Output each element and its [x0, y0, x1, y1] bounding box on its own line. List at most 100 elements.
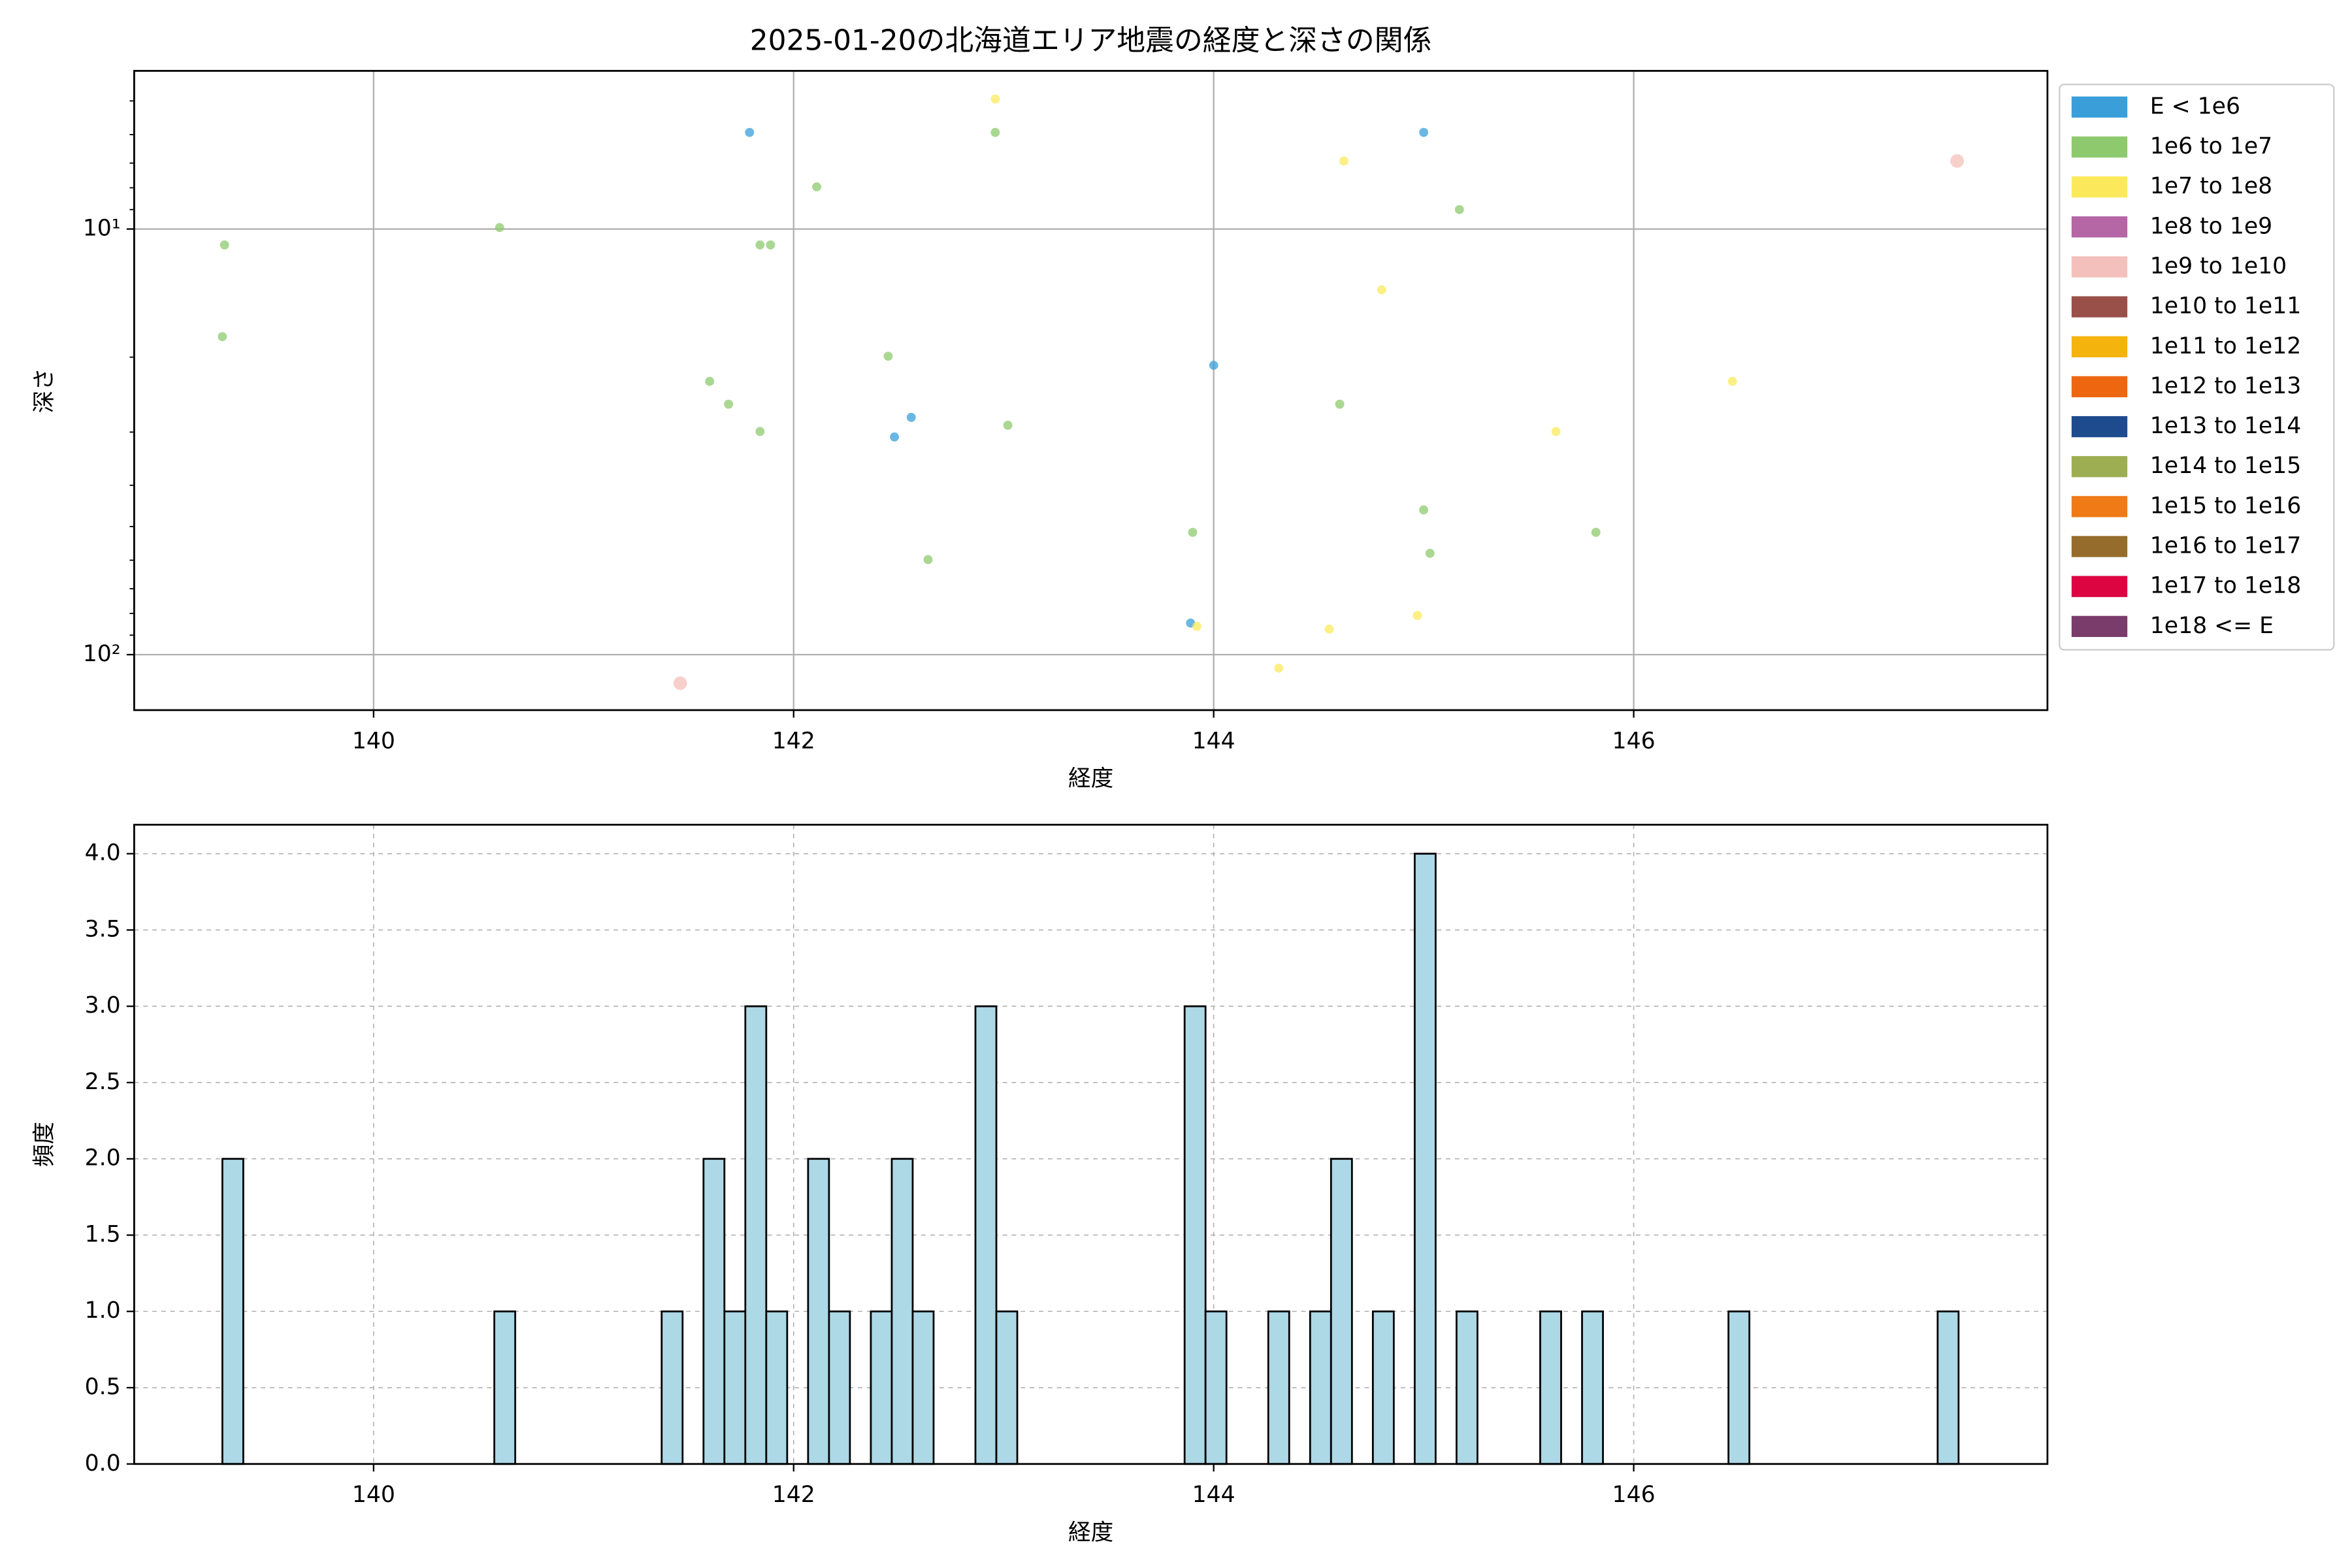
legend-swatch	[2071, 216, 2128, 238]
histogram-bar	[828, 1310, 851, 1465]
scatter-point	[1454, 204, 1464, 214]
plot-frame	[133, 823, 2049, 1465]
histogram-bar	[1204, 1310, 1228, 1465]
x-tick-label: 140	[352, 728, 395, 754]
y-tick-label: 0.5	[85, 1374, 121, 1400]
legend-swatch	[2071, 576, 2128, 597]
histogram-bar	[1183, 1005, 1207, 1465]
chart-title: 2025-01-20の北海道エリア地震の経度と深さの関係	[750, 24, 1432, 57]
y-tick-label: 2.0	[85, 1145, 121, 1171]
legend-swatch	[2071, 336, 2128, 357]
scatter-point	[1591, 527, 1601, 537]
scatter-point	[755, 427, 765, 436]
scatter-point	[890, 432, 899, 442]
x-tick-label: 144	[1192, 728, 1235, 754]
x-axis-label: 経度	[1068, 1520, 1113, 1546]
legend-swatch	[2071, 536, 2128, 557]
x-tick-label: 146	[1612, 728, 1656, 754]
scatter-point	[766, 240, 776, 250]
legend-label: 1e14 to 1e15	[2150, 453, 2301, 479]
scatter-point	[883, 351, 893, 361]
scatter-point	[1209, 361, 1218, 370]
histogram-bar	[661, 1310, 684, 1465]
histogram-bar	[744, 1005, 768, 1465]
legend-label: 1e15 to 1e16	[2150, 493, 2301, 519]
legend-box	[2059, 84, 2335, 651]
histogram-bar	[1371, 1310, 1395, 1465]
x-tick-label: 144	[1192, 1482, 1235, 1508]
scatter-point	[1419, 127, 1429, 137]
scatter-point	[812, 182, 822, 191]
y-axis-label: 頻度	[31, 1122, 57, 1167]
histogram-bar	[1727, 1310, 1751, 1465]
scatter-point	[705, 376, 715, 386]
histogram-bar	[807, 1158, 830, 1465]
histogram-bar	[765, 1310, 789, 1465]
legend-swatch	[2071, 256, 2128, 278]
legend-label: E < 1e6	[2150, 93, 2240, 120]
scatter-point	[218, 332, 227, 342]
scatter-point	[1192, 621, 1201, 631]
scatter-point	[745, 127, 755, 137]
histogram-bar	[1309, 1310, 1332, 1465]
histogram-bar	[723, 1310, 747, 1465]
scatter-point	[990, 94, 1000, 104]
histogram-bar	[221, 1158, 244, 1465]
legend-label: 1e12 to 1e13	[2150, 373, 2301, 399]
scatter-point	[495, 223, 504, 233]
y-tick-label: 3.5	[85, 916, 121, 942]
scatter-point	[1419, 505, 1429, 515]
scatter-point	[1324, 625, 1334, 634]
histogram-bar	[911, 1310, 935, 1465]
scatter-point	[990, 127, 1000, 137]
legend-swatch	[2071, 456, 2128, 478]
x-tick-label: 142	[772, 1482, 815, 1508]
scatter-point	[1377, 285, 1386, 295]
y-tick-label: 3.0	[85, 992, 121, 1019]
histogram-bar	[995, 1310, 1019, 1465]
scatter-point	[724, 399, 734, 409]
scatter-point	[1413, 611, 1422, 620]
y-tick-label: 2.5	[85, 1069, 121, 1095]
legend-label: 1e16 to 1e17	[2150, 533, 2301, 559]
legend-swatch	[2071, 376, 2128, 398]
legend-label: 1e17 to 1e18	[2150, 573, 2301, 599]
histogram-bar	[1330, 1158, 1353, 1465]
legend-label: 1e7 to 1e8	[2150, 173, 2272, 199]
scatter-point	[1339, 156, 1348, 166]
y-tick-label: 0.0	[85, 1450, 121, 1477]
histogram-bar	[1539, 1310, 1562, 1465]
legend-label: 1e11 to 1e12	[2150, 333, 2301, 359]
histogram-bar	[1267, 1310, 1290, 1465]
y-tick-label: 10²	[83, 641, 121, 667]
scatter-point	[1551, 427, 1561, 436]
y-axis-label: 深さ	[31, 368, 57, 413]
scatter-point	[923, 555, 933, 564]
histogram-bar	[702, 1158, 726, 1465]
scatter-point	[1727, 376, 1737, 386]
legend-swatch	[2071, 615, 2128, 637]
y-tick-label: 1.5	[85, 1221, 121, 1247]
legend-label: 1e18 <= E	[2150, 613, 2274, 639]
scatter-point	[220, 240, 229, 250]
histogram-bar	[974, 1005, 998, 1465]
legend-swatch	[2071, 176, 2128, 198]
scatter-point	[1335, 399, 1345, 409]
histogram-bar	[1413, 853, 1437, 1465]
legend-swatch	[2071, 96, 2128, 118]
scatter-point	[906, 412, 916, 422]
scatter-point	[1425, 548, 1435, 558]
x-tick-label: 146	[1612, 1482, 1656, 1508]
scatter-point	[1950, 154, 1965, 168]
x-tick-label: 142	[772, 728, 815, 754]
legend-swatch	[2071, 296, 2128, 318]
legend-label: 1e10 to 1e11	[2150, 293, 2301, 319]
legend-label: 1e8 to 1e9	[2150, 213, 2272, 239]
legend-label: 1e9 to 1e10	[2150, 253, 2287, 279]
legend-label: 1e6 to 1e7	[2150, 133, 2272, 159]
legend-label: 1e13 to 1e14	[2150, 413, 2301, 439]
x-tick-label: 140	[352, 1482, 395, 1508]
